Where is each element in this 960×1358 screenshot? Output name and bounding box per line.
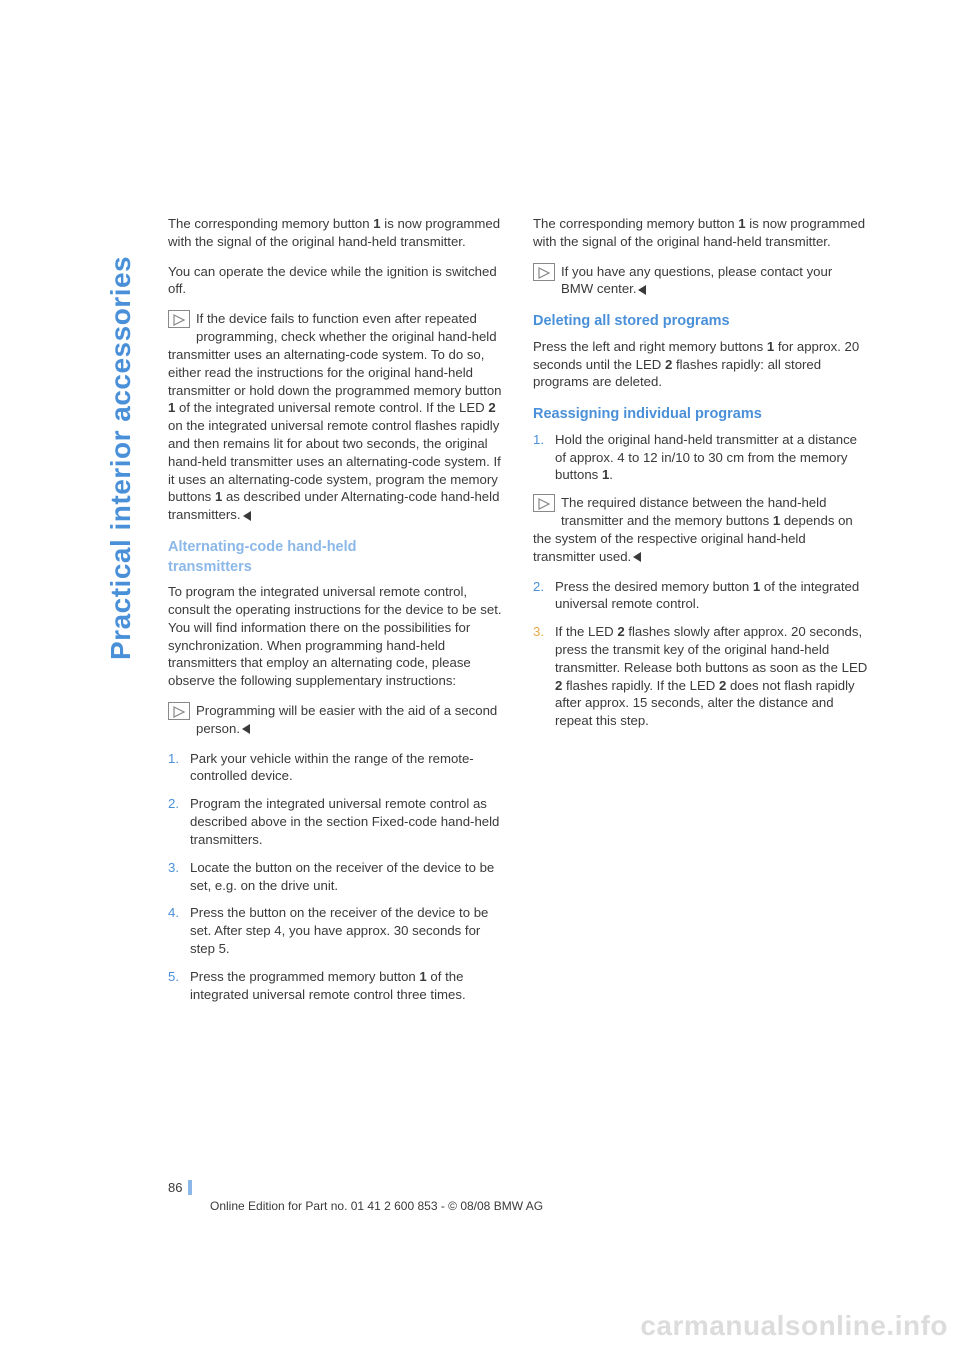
list-item: 5.Press the programmed memory button 1 o… — [168, 968, 503, 1004]
section-heading: Reassigning individual programs — [533, 405, 868, 425]
note-block: The required distance between the hand-h… — [533, 494, 868, 565]
list-item: 2.Program the integrated universal remot… — [168, 795, 503, 848]
paragraph: To program the integrated universal remo… — [168, 583, 503, 690]
note-block: If the device fails to function even aft… — [168, 310, 503, 524]
watermark: carmanualsonline.info — [640, 1310, 948, 1342]
list-item: 1.Park your vehicle within the range of … — [168, 750, 503, 786]
section-heading: Deleting all stored programs — [533, 312, 868, 332]
list-item: 3.Locate the button on the receiver of t… — [168, 859, 503, 895]
step-list: 1.Hold the original hand-held transmitte… — [533, 431, 868, 730]
step-list: 1.Park your vehicle within the range of … — [168, 750, 503, 1004]
paragraph: Press the left and right memory buttons … — [533, 338, 868, 391]
end-mark-icon — [243, 511, 251, 521]
section-heading: Alternating-code hand-heldtransmitters — [168, 538, 503, 577]
paragraph: The corresponding memory button 1 is now… — [533, 215, 868, 251]
note-icon — [168, 310, 190, 328]
right-column: The corresponding memory button 1 is now… — [533, 215, 868, 1013]
end-mark-icon — [242, 724, 250, 734]
list-item: 2.Press the desired memory button 1 of t… — [533, 578, 868, 614]
end-mark-icon — [633, 552, 641, 562]
note-block: Programming will be easier with the aid … — [168, 702, 503, 738]
page-number: 86 — [168, 1180, 192, 1195]
end-mark-icon — [638, 285, 646, 295]
paragraph: The corresponding memory button 1 is now… — [168, 215, 503, 251]
note-icon — [533, 263, 555, 281]
footer: 86 Online Edition for Part no. 01 41 2 6… — [168, 1180, 543, 1213]
left-column: The corresponding memory button 1 is now… — [168, 215, 503, 1013]
paragraph: You can operate the device while the ign… — [168, 263, 503, 299]
list-item: 4.Press the button on the receiver of th… — [168, 904, 503, 957]
page-content: The corresponding memory button 1 is now… — [98, 215, 868, 1013]
note-icon — [168, 702, 190, 720]
footer-text: Online Edition for Part no. 01 41 2 600 … — [210, 1199, 543, 1213]
note-block: If you have any questions, please contac… — [533, 263, 868, 299]
note-icon — [533, 494, 555, 512]
list-item: 3.If the LED 2 flashes slowly after appr… — [533, 623, 868, 730]
list-item: 1.Hold the original hand-held transmitte… — [533, 431, 868, 566]
